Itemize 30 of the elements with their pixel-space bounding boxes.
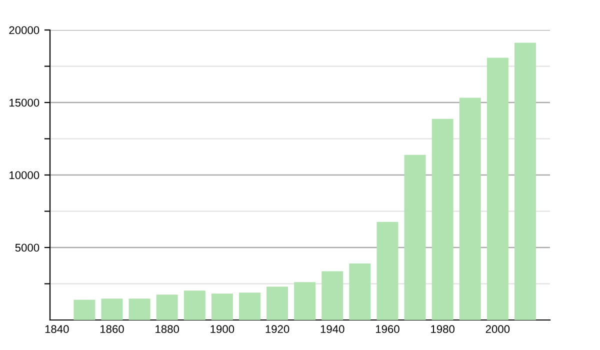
bar [74, 300, 96, 320]
bar [404, 154, 426, 320]
bar [156, 294, 178, 320]
bar [184, 290, 206, 320]
y-tick-label: 20000 [9, 26, 40, 34]
bar [238, 292, 260, 320]
x-tick-label: 1980 [431, 325, 454, 334]
bar [211, 294, 233, 320]
bar [486, 58, 508, 320]
x-tick-label: 1840 [45, 325, 69, 334]
y-tick-label: 10000 [10, 171, 40, 180]
bar [294, 282, 316, 320]
x-tick-label: 2000 [486, 325, 510, 334]
y-tick-label: 5000 [15, 244, 40, 252]
bar [322, 271, 344, 320]
bar [101, 298, 123, 320]
bar [349, 263, 371, 320]
bar [432, 118, 454, 320]
x-tick-label: 1900 [210, 325, 234, 334]
y-tick-label: 15000 [10, 98, 40, 107]
x-tick-label: 1940 [320, 325, 344, 334]
x-tick-label: 1960 [376, 325, 400, 334]
x-tick-label: 1920 [266, 325, 290, 334]
x-tick-label: 1880 [156, 325, 180, 334]
x-tick-label: 1860 [100, 325, 124, 334]
bar [128, 298, 150, 320]
bar [459, 98, 481, 320]
bar [376, 222, 398, 320]
bar [514, 42, 536, 320]
bar [266, 286, 288, 320]
